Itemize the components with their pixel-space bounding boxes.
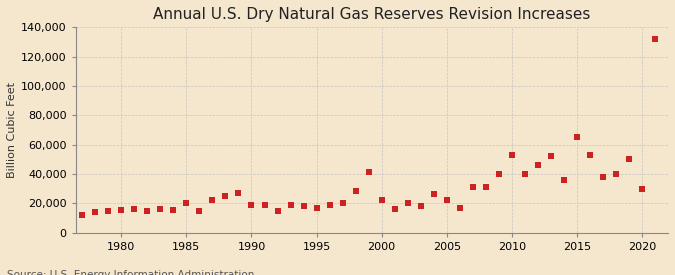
Point bbox=[585, 153, 595, 157]
Point bbox=[350, 189, 361, 194]
Point bbox=[259, 202, 270, 207]
Point bbox=[506, 153, 517, 157]
Point bbox=[77, 213, 88, 217]
Point bbox=[285, 202, 296, 207]
Point bbox=[558, 178, 569, 182]
Point bbox=[233, 191, 244, 195]
Text: Source: U.S. Energy Information Administration: Source: U.S. Energy Information Administ… bbox=[7, 271, 254, 275]
Point bbox=[389, 207, 400, 211]
Point bbox=[454, 205, 465, 210]
Point bbox=[90, 210, 101, 214]
Y-axis label: Billion Cubic Feet: Billion Cubic Feet bbox=[7, 82, 17, 178]
Point bbox=[572, 135, 583, 139]
Point bbox=[298, 204, 309, 208]
Point bbox=[272, 208, 283, 213]
Point bbox=[168, 208, 179, 212]
Point bbox=[533, 163, 543, 167]
Point bbox=[429, 192, 439, 197]
Point bbox=[624, 157, 634, 161]
Point bbox=[637, 186, 647, 191]
Point bbox=[324, 202, 335, 207]
Point bbox=[441, 198, 452, 202]
Point bbox=[611, 172, 622, 176]
Point bbox=[311, 205, 322, 210]
Point bbox=[220, 194, 231, 198]
Point bbox=[376, 198, 387, 202]
Point bbox=[103, 208, 113, 213]
Point bbox=[467, 185, 478, 189]
Point bbox=[194, 208, 205, 213]
Point bbox=[649, 37, 660, 41]
Point bbox=[338, 201, 348, 205]
Point bbox=[493, 172, 504, 176]
Point bbox=[155, 207, 166, 211]
Point bbox=[363, 170, 374, 175]
Point bbox=[402, 201, 413, 205]
Point bbox=[129, 207, 140, 211]
Point bbox=[520, 172, 531, 176]
Point bbox=[481, 185, 491, 189]
Point bbox=[545, 154, 556, 158]
Point bbox=[207, 198, 218, 202]
Point bbox=[116, 208, 127, 212]
Title: Annual U.S. Dry Natural Gas Reserves Revision Increases: Annual U.S. Dry Natural Gas Reserves Rev… bbox=[153, 7, 591, 22]
Point bbox=[415, 204, 426, 208]
Point bbox=[181, 201, 192, 205]
Point bbox=[246, 202, 257, 207]
Point bbox=[142, 208, 153, 213]
Point bbox=[597, 175, 608, 179]
